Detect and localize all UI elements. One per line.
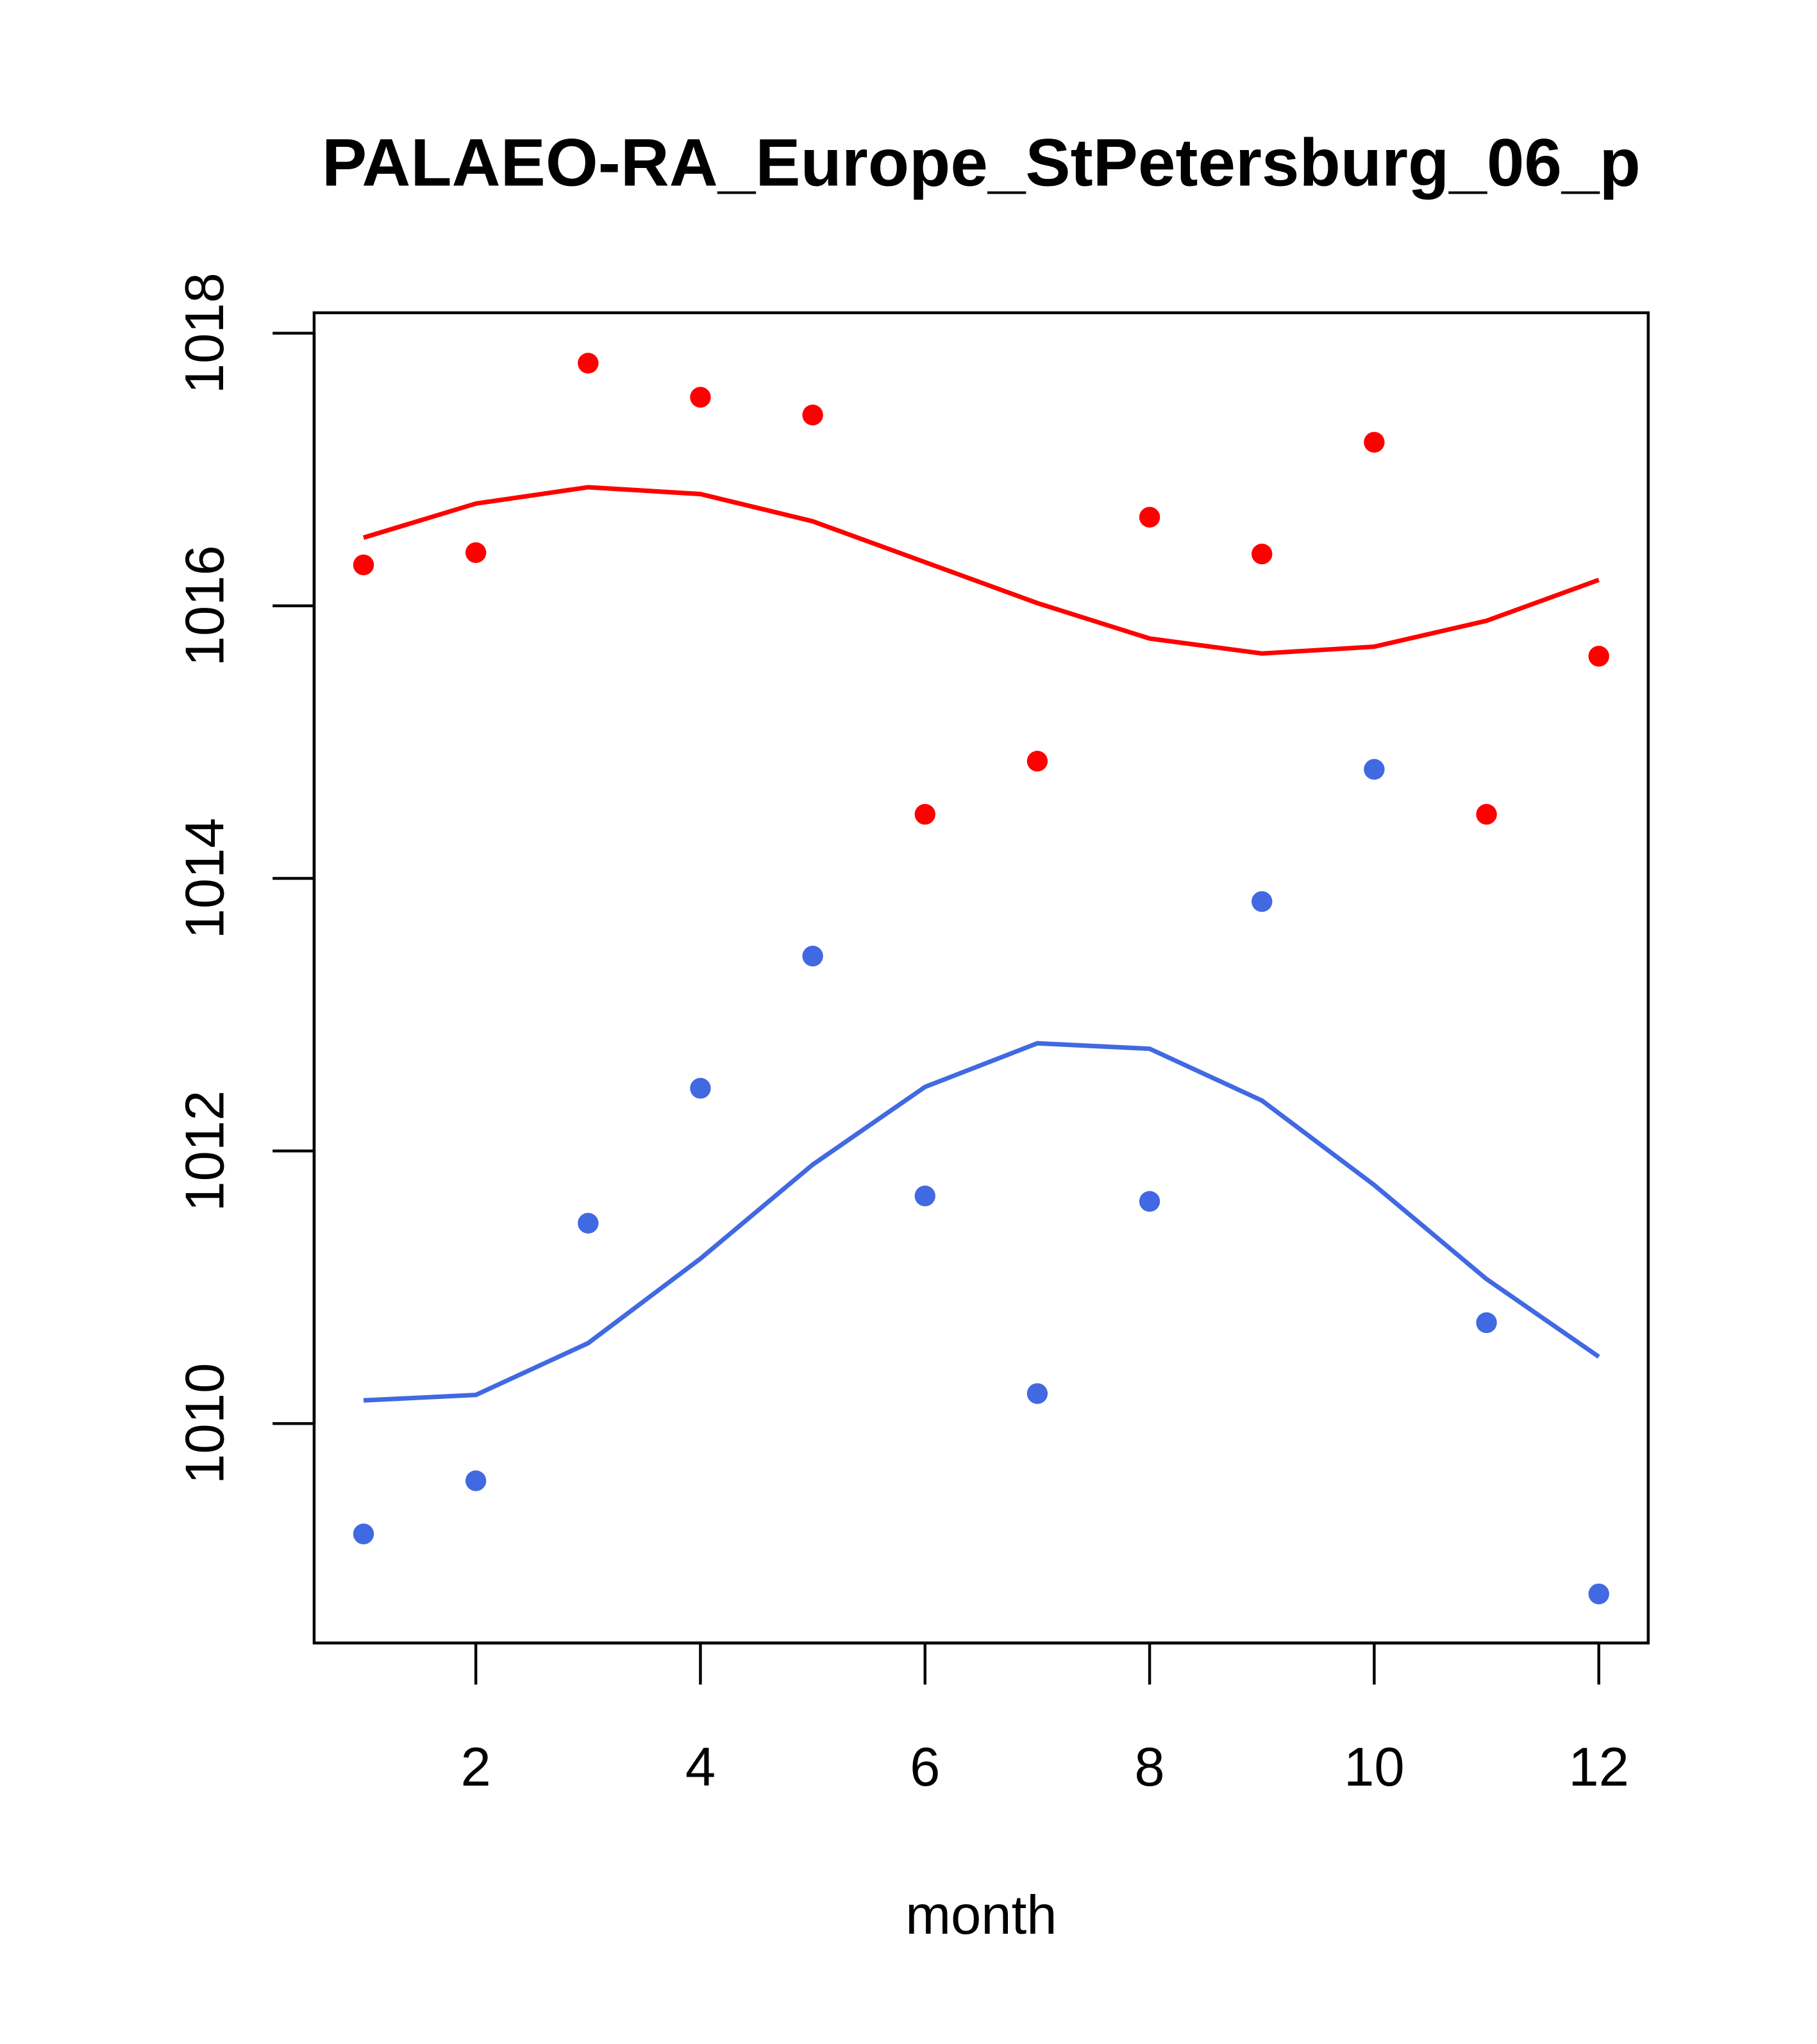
blue-point xyxy=(1026,1383,1048,1404)
x-tick-label: 10 xyxy=(1344,1737,1405,1798)
red-point xyxy=(1026,750,1048,772)
red-point xyxy=(1252,543,1273,565)
x-tick-label: 12 xyxy=(1568,1737,1629,1798)
series-layer xyxy=(353,353,1609,1605)
y-tick-label: 1014 xyxy=(174,817,235,939)
blue-point xyxy=(465,1470,487,1491)
blue-point xyxy=(578,1212,599,1234)
red-point xyxy=(465,542,487,564)
red-point xyxy=(578,353,599,374)
y-tick-label: 1010 xyxy=(174,1363,235,1484)
x-axis-label: month xyxy=(905,1885,1057,1946)
x-tick-label: 2 xyxy=(461,1737,491,1798)
y-tick-label: 1018 xyxy=(174,272,235,394)
red-point xyxy=(1364,431,1385,453)
blue-point xyxy=(353,1523,374,1545)
blue-point xyxy=(690,1078,711,1099)
blue-point xyxy=(1476,1312,1497,1334)
red-point xyxy=(1588,646,1609,667)
red-point xyxy=(353,554,374,576)
red-point xyxy=(914,803,935,825)
x-tick-label: 4 xyxy=(685,1737,716,1798)
blue-point xyxy=(1364,758,1385,780)
red-point xyxy=(1476,803,1497,825)
red-point xyxy=(1139,507,1160,528)
blue-point xyxy=(802,945,823,967)
plot-frame xyxy=(312,311,1650,1645)
red-point xyxy=(802,405,823,426)
blue-point xyxy=(1252,891,1273,912)
blue-point xyxy=(1588,1583,1609,1605)
y-tick-label: 1016 xyxy=(174,545,235,666)
red-line xyxy=(362,485,1600,656)
x-axis: 2 4 6 8 10 12 xyxy=(461,1641,1629,1798)
red-point xyxy=(690,387,711,408)
chart-title: PALAEO-RA_Europe_StPetersburg_06_p xyxy=(322,125,1641,200)
blue-point xyxy=(1139,1191,1160,1212)
blue-line xyxy=(363,1041,1600,1403)
blue-point xyxy=(914,1185,935,1207)
y-axis: 1010 1012 1014 1016 1018 xyxy=(174,272,316,1484)
x-tick-label: 6 xyxy=(910,1737,940,1798)
x-tick-label: 8 xyxy=(1134,1737,1164,1798)
y-tick-label: 1012 xyxy=(174,1091,235,1212)
